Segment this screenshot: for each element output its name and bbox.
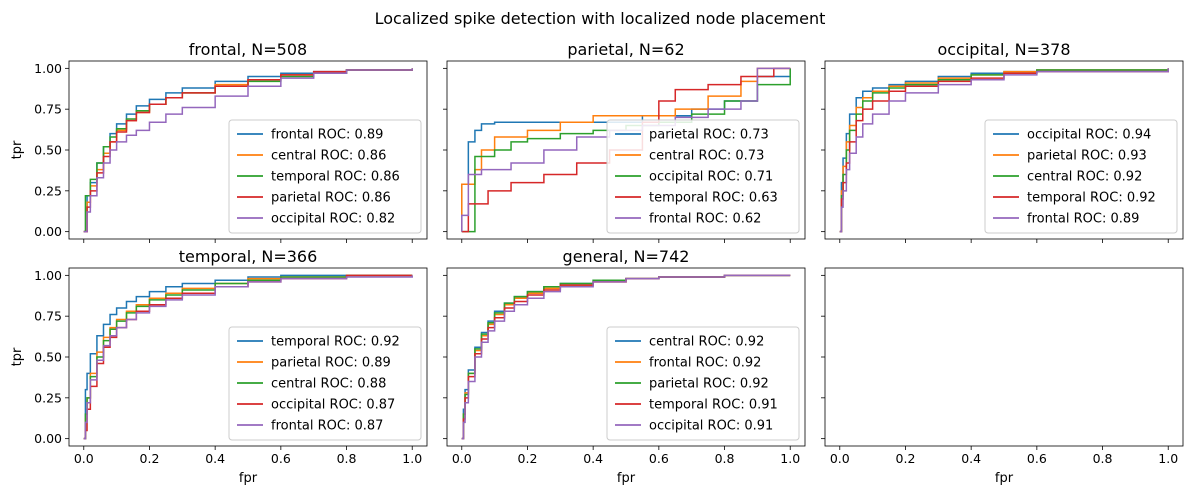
- roc-curve-1: [83, 274, 413, 440]
- subplot-title: general, N=742: [563, 247, 690, 266]
- legend: frontal ROC: 0.89 central ROC: 0.86 tempor…: [228, 119, 422, 234]
- legend-label: occipital ROC: 0.91: [649, 419, 773, 434]
- legend-label: occipital ROC: 0.71: [649, 170, 773, 185]
- legend-label: occipital ROC: 0.82: [271, 212, 395, 227]
- axes-frame: [446, 267, 806, 447]
- legend: central ROC: 0.92 frontal ROC: 0.92 pariet…: [606, 326, 800, 441]
- subplot-title: temporal, N=366: [179, 247, 318, 266]
- x-tick-label: 0.4: [583, 451, 603, 466]
- legend-label: central ROC: 0.73: [649, 149, 764, 164]
- roc-curve-5: [461, 274, 791, 440]
- legend-box: [228, 326, 422, 441]
- legend-label: frontal ROC: 0.87: [271, 419, 383, 434]
- axes-frame: [824, 267, 1184, 447]
- legend-label: occipital ROC: 0.94: [1027, 128, 1151, 143]
- axes-frame: [68, 267, 428, 447]
- legend: occipital ROC: 0.94 parietal ROC: 0.93 cen…: [984, 119, 1178, 234]
- legend: parietal ROC: 0.73 central ROC: 0.73 occip…: [606, 119, 800, 234]
- subplot-title: frontal, N=508: [189, 40, 307, 59]
- x-tick-label: 1.0: [402, 451, 422, 466]
- legend-box: [606, 119, 800, 234]
- legend-label: temporal ROC: 0.86: [271, 170, 400, 185]
- subplot-6: 0.0 0.2 0.4 0.6 0.8 1.0 fpr: [821, 267, 1184, 486]
- y-tick-label: 0.75: [34, 102, 62, 117]
- subplot-2: parietal, N=62 parietal ROC: 0.73 central …: [443, 40, 806, 243]
- legend-box: [606, 326, 800, 441]
- y-tick-label: 0.00: [34, 431, 62, 446]
- legend-label: temporal ROC: 0.91: [649, 398, 778, 413]
- legend-label: frontal ROC: 0.62: [649, 212, 761, 227]
- subplot-3: occipital, N=378 occipital ROC: 0.94 parie…: [821, 40, 1184, 243]
- x-tick-label: 0.6: [649, 451, 669, 466]
- roc-curve-5: [839, 68, 1169, 233]
- y-tick-label: 0.50: [34, 143, 62, 158]
- y-axis-label: tpr: [10, 347, 25, 366]
- x-tick-label: 0.2: [896, 451, 916, 466]
- x-tick-label: 1.0: [1158, 451, 1178, 466]
- legend-label: occipital ROC: 0.87: [271, 398, 395, 413]
- axes-frame: [68, 60, 428, 240]
- subplot-title: occipital, N=378: [937, 40, 1070, 59]
- legend-label: parietal ROC: 0.89: [271, 356, 391, 371]
- subplot-grid: frontal, N=508 0.00 0.25 0.50 0.75 1.00 tpr fro…: [10, 40, 1184, 486]
- x-tick-label: 0.8: [715, 451, 735, 466]
- x-tick-label: 0.0: [830, 451, 850, 466]
- roc-curve-5: [83, 68, 413, 233]
- x-tick-label: 0.8: [1093, 451, 1113, 466]
- legend-box: [984, 119, 1178, 234]
- x-axis-label: fpr: [995, 471, 1014, 486]
- legend-label: central ROC: 0.86: [271, 149, 386, 164]
- legend-label: parietal ROC: 0.73: [649, 128, 769, 143]
- axes-frame: [446, 60, 806, 240]
- x-tick-label: 0.2: [518, 451, 538, 466]
- legend-label: parietal ROC: 0.92: [649, 377, 769, 392]
- legend: temporal ROC: 0.92 parietal ROC: 0.89 cent…: [228, 326, 422, 441]
- x-tick-label: 0.0: [74, 451, 94, 466]
- legend-label: frontal ROC: 0.89: [1027, 212, 1139, 227]
- x-tick-label: 0.4: [961, 451, 981, 466]
- x-tick-label: 0.6: [271, 451, 291, 466]
- y-tick-label: 0.00: [34, 224, 62, 239]
- y-tick-label: 0.75: [34, 309, 62, 324]
- y-tick-label: 0.25: [34, 183, 62, 198]
- legend-label: central ROC: 0.92: [1027, 170, 1142, 185]
- x-tick-label: 1.0: [780, 451, 800, 466]
- legend-label: temporal ROC: 0.92: [1027, 191, 1156, 206]
- x-tick-label: 0.6: [1027, 451, 1047, 466]
- legend-label: temporal ROC: 0.92: [271, 335, 400, 350]
- subplot-4: temporal, N=366 0.0 0.2 0.4 0.6 0.8 1.0 0.00 0.2…: [10, 247, 428, 486]
- y-tick-label: 1.00: [34, 268, 62, 283]
- y-tick-label: 1.00: [34, 61, 62, 76]
- legend-label: central ROC: 0.92: [649, 335, 764, 350]
- y-tick-label: 0.50: [34, 350, 62, 365]
- y-axis-label: tpr: [10, 140, 25, 159]
- figure-suptitle: Localized spike detection with localized…: [375, 9, 826, 28]
- x-tick-label: 0.8: [337, 451, 357, 466]
- legend-label: parietal ROC: 0.93: [1027, 149, 1147, 164]
- legend-label: frontal ROC: 0.92: [649, 356, 761, 371]
- x-tick-label: 0.4: [205, 451, 225, 466]
- y-tick-label: 0.25: [34, 390, 62, 405]
- subplot-title: parietal, N=62: [567, 40, 684, 59]
- legend-label: central ROC: 0.88: [271, 377, 386, 392]
- x-tick-label: 0.0: [452, 451, 472, 466]
- x-axis-label: fpr: [617, 471, 636, 486]
- legend-label: frontal ROC: 0.89: [271, 128, 383, 143]
- axes-frame: [824, 60, 1184, 240]
- legend-label: parietal ROC: 0.86: [271, 191, 391, 206]
- roc-curve-5: [83, 275, 413, 440]
- x-tick-label: 0.2: [140, 451, 160, 466]
- legend-box: [228, 119, 422, 234]
- subplot-1: frontal, N=508 0.00 0.25 0.50 0.75 1.00 tpr fro…: [10, 40, 428, 243]
- x-axis-label: fpr: [239, 471, 258, 486]
- legend-label: temporal ROC: 0.63: [649, 191, 778, 206]
- subplot-5: general, N=742 0.0 0.2 0.4 0.6 0.8 1.0 fpr centr…: [443, 247, 806, 486]
- roc-curve-3: [461, 68, 791, 233]
